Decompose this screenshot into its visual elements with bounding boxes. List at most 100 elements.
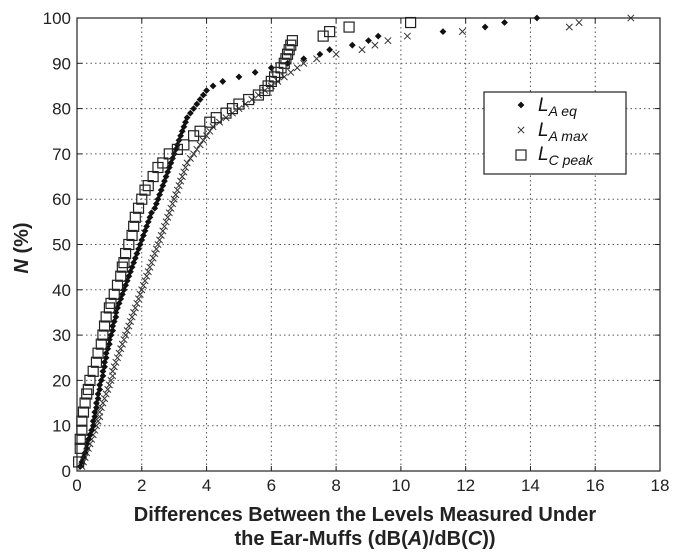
point-la-eq xyxy=(159,182,167,190)
point-la-max xyxy=(152,245,160,253)
point-la-eq xyxy=(199,91,207,99)
y-tick-label: 10 xyxy=(52,417,71,436)
legend-marker xyxy=(517,126,525,134)
point-la-max xyxy=(371,41,379,49)
point-la-max xyxy=(115,349,123,357)
point-la-eq xyxy=(101,363,108,371)
point-la-eq xyxy=(190,105,197,112)
point-la-eq xyxy=(139,232,147,239)
point-lc-peak xyxy=(194,125,206,137)
point-la-eq xyxy=(326,46,334,54)
point-la-eq xyxy=(348,41,356,49)
point-la-eq xyxy=(83,440,91,448)
point-la-max xyxy=(157,231,165,239)
point-lc-peak xyxy=(84,374,96,386)
x-axis-title-line1: Differences Between the Levels Measured … xyxy=(134,504,597,526)
point-la-max xyxy=(178,172,186,181)
point-lc-peak xyxy=(95,338,107,350)
point-la-max xyxy=(120,336,128,344)
point-la-eq xyxy=(167,159,175,167)
point-la-max xyxy=(104,385,112,394)
data-points xyxy=(73,14,635,471)
legend-marker-lmax xyxy=(517,126,525,134)
point-la-max xyxy=(99,399,107,407)
point-la-eq xyxy=(316,50,324,58)
point-la-eq xyxy=(112,313,120,321)
point-la-eq xyxy=(127,268,134,276)
point-la-max xyxy=(199,136,207,144)
point-la-eq xyxy=(146,213,154,221)
point-lc-peak xyxy=(157,157,169,169)
legend-marker-leq xyxy=(517,101,525,109)
point-la-eq xyxy=(143,222,151,230)
point-la-max xyxy=(172,191,180,199)
y-axis-ticks: 0 10 20 30 40 50 60 70 80 90 100 xyxy=(43,9,660,481)
point-la-max xyxy=(173,186,181,194)
y-tick-label: 50 xyxy=(52,236,71,255)
point-la-max xyxy=(125,322,133,330)
point-la-max xyxy=(186,154,194,162)
point-la-max xyxy=(94,417,102,425)
point-la-max xyxy=(358,46,366,54)
point-la-eq xyxy=(481,23,489,31)
point-la-eq xyxy=(180,123,188,131)
point-la-eq xyxy=(96,386,104,393)
point-lc-peak xyxy=(92,347,104,359)
point-la-eq xyxy=(148,209,155,217)
point-la-max xyxy=(123,327,131,335)
point-la-max xyxy=(122,331,130,339)
point-la-max xyxy=(126,317,134,326)
y-tick-label: 0 xyxy=(62,462,71,481)
point-lc-peak xyxy=(118,257,130,269)
point-la-max xyxy=(190,150,198,158)
y-tick-label: 40 xyxy=(52,281,71,300)
point-lc-peak xyxy=(90,356,103,368)
legend-label-lcpeak: LC peak xyxy=(538,144,594,168)
legend-box xyxy=(483,91,627,175)
legend-label-leq: LA eq xyxy=(538,95,577,119)
point-la-max xyxy=(149,254,157,262)
point-la-eq xyxy=(203,87,210,94)
x-tick-label: 2 xyxy=(137,476,146,495)
point-lc-peak xyxy=(105,297,117,309)
point-la-eq xyxy=(93,404,100,411)
point-lc-peak xyxy=(128,220,140,232)
point-la-max xyxy=(141,277,149,285)
point-la-eq xyxy=(219,78,227,85)
point-la-eq xyxy=(196,96,204,103)
point-lc-peak xyxy=(115,270,127,282)
legend: LA eq LA max LC peak xyxy=(483,91,627,175)
point-la-eq xyxy=(193,100,201,108)
point-lc-peak xyxy=(132,202,145,214)
point-la-eq xyxy=(235,73,243,81)
point-la-max xyxy=(170,195,178,203)
point-la-eq xyxy=(104,345,112,353)
point-la-eq xyxy=(300,55,308,63)
point-lc-peak xyxy=(136,193,148,205)
point-la-max xyxy=(151,250,159,258)
point-la-max xyxy=(403,32,411,40)
point-la-eq xyxy=(105,336,113,344)
y-tick-label: 100 xyxy=(43,9,71,28)
point-la-eq xyxy=(161,177,168,185)
point-lc-peak xyxy=(74,442,86,454)
point-lc-peak xyxy=(74,433,86,445)
point-lc-peak xyxy=(126,229,138,242)
point-la-max xyxy=(139,281,147,289)
x-tick-label: 12 xyxy=(456,476,475,495)
point-la-eq xyxy=(165,164,173,171)
point-la-eq xyxy=(96,381,104,389)
point-lc-peak xyxy=(97,329,109,341)
point-la-max xyxy=(313,55,321,63)
point-la-max xyxy=(136,290,144,298)
point-lc-peak xyxy=(73,456,85,468)
point-lc-peak xyxy=(324,25,336,38)
series-la-eq xyxy=(76,14,541,470)
legend-marker-lcpeak xyxy=(515,149,527,161)
point-la-max xyxy=(105,381,113,389)
point-la-max xyxy=(96,408,104,416)
point-la-eq xyxy=(182,118,189,126)
point-la-max xyxy=(133,299,141,307)
point-la-max xyxy=(146,263,154,271)
